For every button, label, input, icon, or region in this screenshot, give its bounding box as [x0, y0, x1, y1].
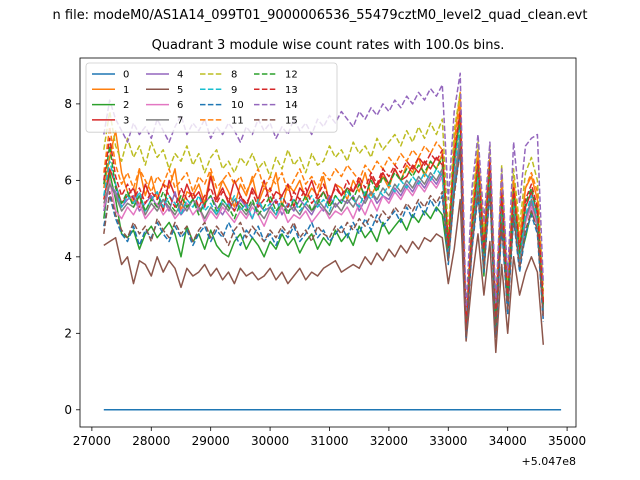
y-tick-label: 0 [64, 403, 72, 417]
legend-label-0: 0 [123, 70, 129, 81]
legend-label-14: 14 [285, 100, 298, 111]
axes-frame [79, 57, 577, 428]
legend-label-6: 6 [177, 100, 183, 111]
y-tick-label: 2 [64, 326, 72, 340]
x-tick-label: 31000 [310, 434, 348, 448]
legend-label-4: 4 [177, 70, 183, 81]
legend-label-5: 5 [177, 85, 183, 96]
series-line-15 [103, 149, 545, 338]
legend-label-1: 1 [123, 85, 129, 96]
axis-ticks: 27000 28000 29000 30000 31000 32000 33000 34000… [64, 97, 586, 448]
legend-label-9: 9 [231, 85, 237, 96]
legend-label-7: 7 [177, 115, 183, 126]
series-line-5 [103, 198, 545, 354]
figure-suptitle: n file: modeM0/AS1A14_099T01_9000006536_… [53, 8, 588, 23]
x-tick-label: 35000 [548, 434, 586, 448]
x-tick-label: 30000 [251, 434, 289, 448]
legend-label-12: 12 [285, 70, 298, 81]
legend-label-3: 3 [123, 115, 129, 126]
legend-label-11: 11 [231, 115, 244, 126]
x-tick-label: 34000 [489, 434, 527, 448]
y-tick-label: 6 [64, 173, 72, 187]
series-line-13 [103, 110, 545, 331]
x-tick-label: 32000 [370, 434, 408, 448]
legend-label-15: 15 [285, 115, 298, 126]
x-tick-label: 27000 [73, 434, 111, 448]
legend-box [85, 62, 338, 133]
legend-label-8: 8 [231, 70, 237, 81]
x-tick-label: 29000 [192, 434, 230, 448]
y-tick-label: 4 [64, 250, 72, 264]
legend-label-10: 10 [231, 100, 244, 111]
x-offset-label: +5.047e8 [522, 455, 576, 468]
x-tick-label: 28000 [132, 434, 170, 448]
legend-label-2: 2 [123, 100, 129, 111]
chart-title: Quadrant 3 module wise count rates with … [152, 38, 505, 53]
plot-area [103, 72, 562, 411]
y-tick-label: 8 [64, 97, 72, 111]
x-tick-label: 33000 [429, 434, 467, 448]
series-line-10 [103, 149, 545, 338]
legend-label-13: 13 [285, 85, 298, 96]
